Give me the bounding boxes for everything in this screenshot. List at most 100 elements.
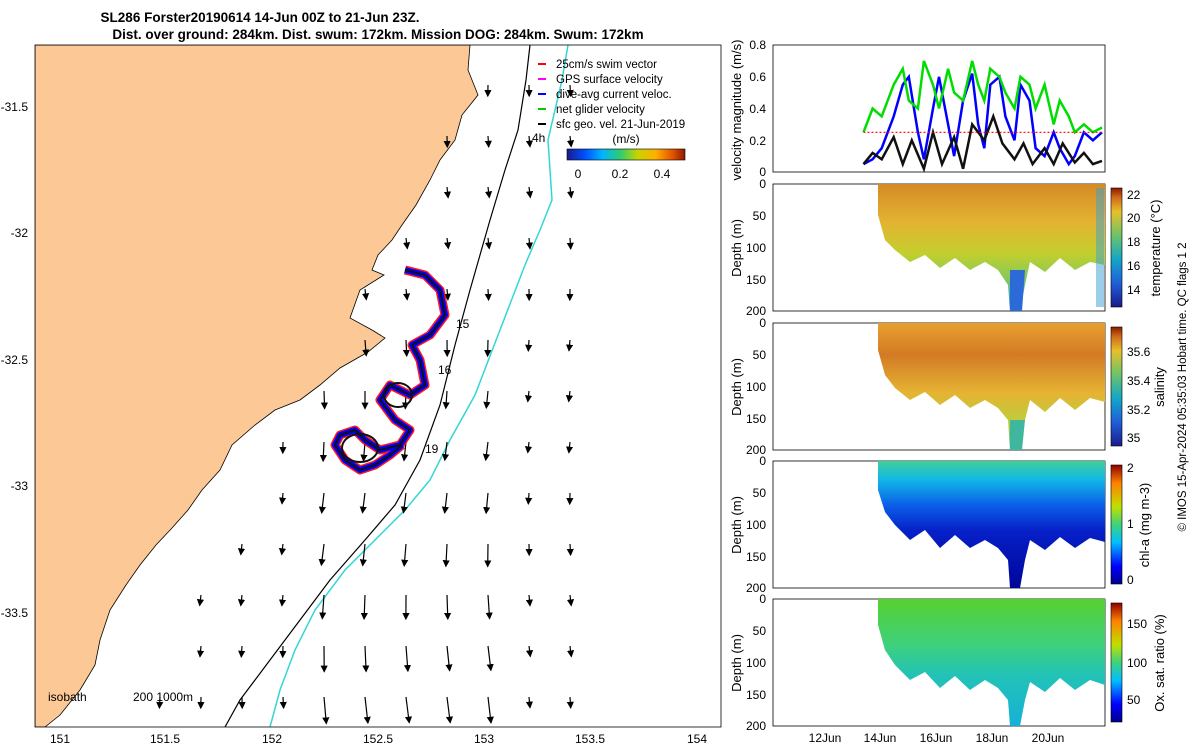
salinity-plume [1010, 420, 1025, 450]
velocity-arrow [402, 288, 411, 301]
velocity-arrow [238, 645, 246, 658]
oxygen-y-tick: 100 [746, 656, 766, 670]
velocity-arrow [566, 594, 575, 607]
chlorophyll-colorbar [1110, 464, 1123, 585]
chlorophyll-cb-tick: 1 [1127, 517, 1134, 531]
title-line-2: Dist. over ground: 284km. Dist. swum: 17… [112, 27, 643, 42]
day-label-16: 16 [438, 363, 452, 377]
speed-colorbar-tick: 0 [575, 167, 582, 181]
velocity-arrow [525, 135, 534, 148]
oxygen-cb-label: Ox. sat. ratio (%) [1152, 614, 1167, 712]
velocity-arrow [360, 594, 368, 621]
isobath-values: 200 1000m [133, 690, 193, 704]
temperature-y-tick: 200 [746, 304, 766, 318]
velocity-arrow [483, 390, 491, 410]
velocity-arrow [442, 543, 450, 568]
velocity-arrow [444, 594, 452, 621]
velocity-arrow [482, 441, 491, 462]
day-label-19: 19 [425, 442, 439, 456]
velocity-arrow [445, 645, 453, 672]
velocity-arrow [359, 492, 367, 514]
temperature-edge [1096, 188, 1104, 307]
velocity-ylabel: velocity magnitude (m/s) [729, 40, 744, 181]
velocity-arrow [402, 237, 411, 250]
oxygen-y-tick: 200 [746, 719, 766, 733]
map-panel: 15 16 19 4h isobath 200 1000m 151 151.5 … [1, 44, 722, 746]
velocity-arrow [483, 492, 491, 515]
velocity-arrow [486, 645, 494, 672]
temperature-heatmap [878, 184, 1105, 311]
velocity-arrow [525, 492, 533, 505]
salinity-y-tick: 100 [746, 380, 766, 394]
legend-entry: GPS surface velocity [556, 74, 663, 86]
chlorophyll-y-tick: 0 [759, 454, 766, 468]
oxygen-cb-tick: 100 [1127, 656, 1147, 670]
salinity-cb-label: salinity [1152, 367, 1167, 407]
glider-track [330, 265, 450, 475]
velocity-arrow [484, 237, 493, 250]
map-x-tick: 151.5 [150, 732, 180, 746]
day-label-15: 15 [456, 317, 470, 331]
velocity-arrow [484, 186, 493, 199]
map-x-tick: 153 [474, 732, 494, 746]
velocity-arrow [441, 441, 450, 462]
velocity-y-tick: 0.4 [749, 102, 766, 116]
velocity-arrow [566, 543, 574, 557]
velocity-arrow [443, 288, 451, 301]
velocity-arrow [237, 543, 246, 556]
salinity-heatmap [878, 323, 1105, 450]
velocity-arrow [196, 594, 205, 607]
velocity-arrow [484, 288, 492, 302]
temperature-panel: 0 50 100 150 200 Depth (m) 14 16 18 20 2… [729, 177, 1163, 318]
oxygen-y-tick: 50 [753, 624, 767, 638]
map-legend: 25cm/s swim vector GPS surface velocity … [538, 59, 686, 181]
velocity-arrow [525, 237, 534, 250]
velocity-arrow [403, 645, 412, 673]
velocity-arrow [565, 441, 574, 454]
temperature-cb-label: temperature (°C) [1148, 200, 1163, 297]
chlorophyll-y-tick: 150 [746, 550, 766, 564]
velocity-arrow [566, 186, 575, 199]
temperature-colorbar [1110, 187, 1123, 308]
velocity-arrow [565, 390, 574, 403]
velocity-arrow [525, 186, 534, 199]
velocity-y-tick: 0.2 [749, 134, 766, 148]
map-x-tick: 154 [687, 732, 707, 746]
velocity-arrow [566, 237, 574, 250]
salinity-panel: 0 50 100 150 200 Depth (m) 35 35.2 35.4 … [729, 316, 1167, 457]
map-frame [34, 44, 722, 728]
velocity-arrow [318, 543, 326, 567]
velocity-arrow [278, 594, 287, 607]
chlorophyll-y-tick: 200 [746, 581, 766, 595]
velocity-arrow [401, 441, 409, 462]
temperature-y-tick: 150 [746, 273, 766, 287]
legend-entry: 25cm/s swim vector [556, 59, 657, 71]
velocity-y-tick: 0 [759, 165, 766, 179]
map-x-tick: 153.5 [575, 732, 605, 746]
isobath-200m [224, 45, 531, 727]
chlorophyll-panel: 0 50 100 150 200 Depth (m) 0 1 2 chl-a (… [729, 454, 1152, 595]
velocity-arrow [525, 645, 534, 658]
velocity-arrow [525, 594, 534, 607]
velocity-arrow [445, 696, 454, 724]
imos-credit: © IMOS 15-Apr-2024 05:35:03 Hobart time.… [1177, 242, 1189, 531]
velocity-arrow [322, 696, 330, 725]
velocity-arrow [320, 390, 328, 410]
velocity-arrow [319, 594, 327, 620]
velocity-lines [862, 60, 1103, 173]
map-y-axis: -31.5 -32 -32.5 -33 -33.5 [1, 100, 29, 620]
velocity-arrow [441, 492, 449, 514]
velocity-arrow [443, 237, 452, 250]
velocity-arrow [402, 339, 411, 358]
oxygen-y-tick: 0 [759, 592, 766, 606]
temperature-cb-tick: 16 [1127, 259, 1141, 273]
time-tick: 20Jun [1032, 731, 1065, 745]
oxygen-cb-tick: 150 [1127, 617, 1147, 631]
velocity-arrow [237, 594, 246, 607]
velocity-arrow [318, 492, 326, 514]
time-tick: 18Jun [976, 731, 1009, 745]
land-mass [35, 45, 479, 727]
velocity-arrow [362, 645, 370, 673]
velocity-arrow [401, 543, 409, 567]
